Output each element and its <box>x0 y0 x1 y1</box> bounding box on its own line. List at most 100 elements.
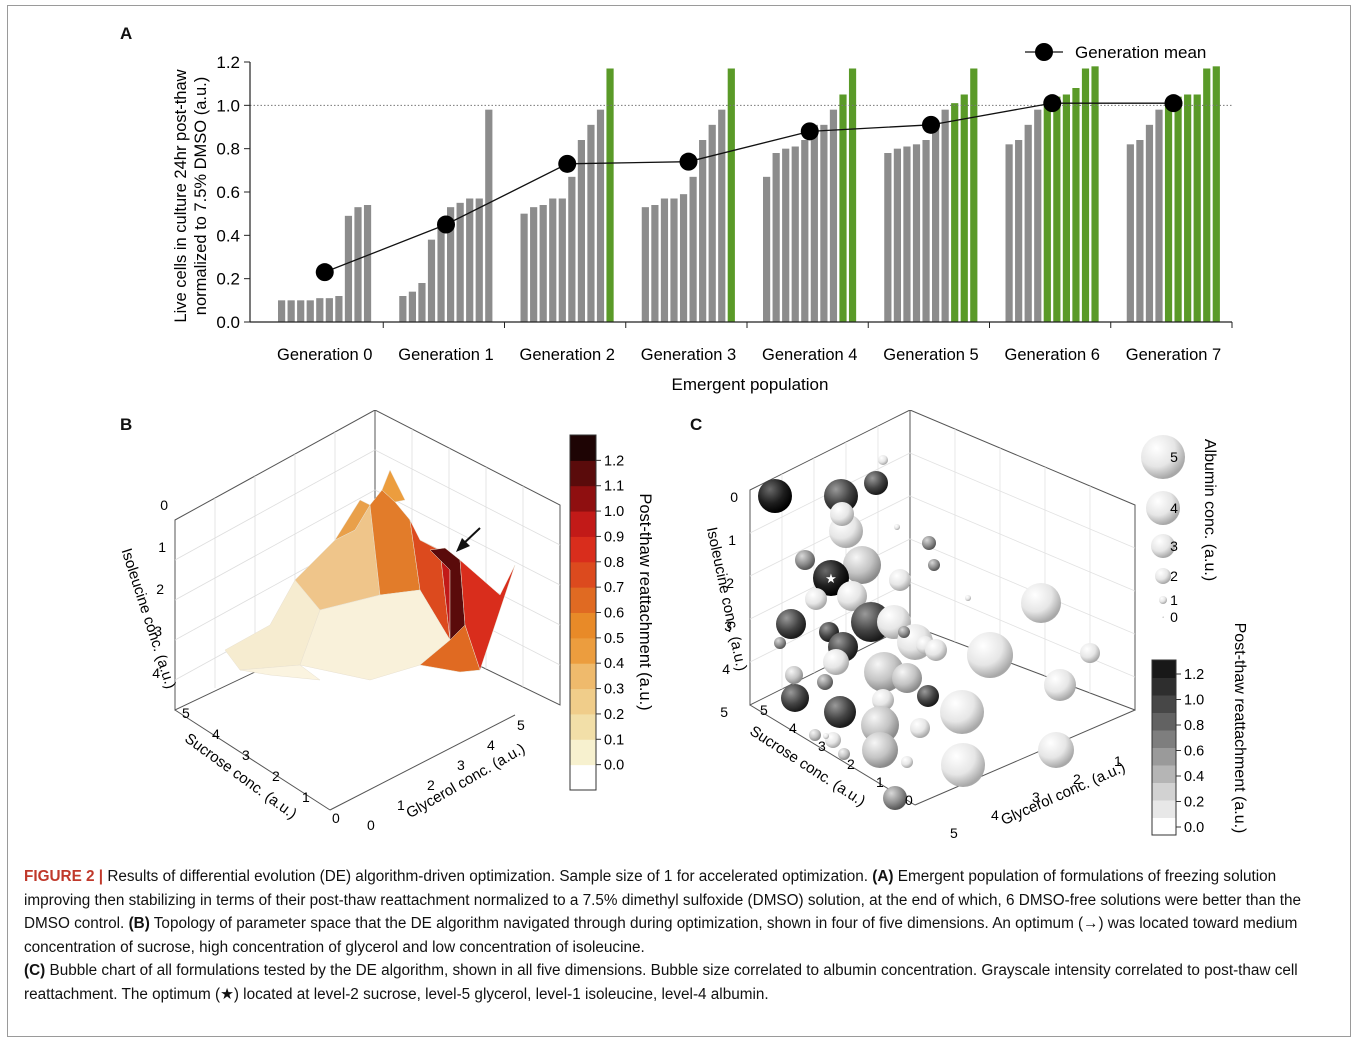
bar <box>951 103 959 323</box>
bar <box>1015 140 1023 322</box>
surface-3d-chart: 0 1 2 3 4 5 4 3 2 1 0 0 1 2 3 4 5 Isoleucine conc. (a.u.… <box>120 410 654 833</box>
colorbar-tick-label: 1.2 <box>1184 667 1204 683</box>
bar <box>810 124 818 322</box>
x-tick-label: Generation 0 <box>277 346 372 364</box>
bar <box>651 205 659 322</box>
x-tick-label: Generation 6 <box>1005 346 1100 364</box>
x-tick-label: 4 <box>991 807 999 823</box>
colorbar-label: Post-thaw reattachment (a.u.) <box>1231 623 1248 834</box>
figure-caption: FIGURE 2 | Results of differential evolu… <box>24 865 1340 1007</box>
colorbar: 0.0 0.2 0.4 0.6 0.8 1.0 1.2 <box>1151 659 1204 836</box>
z-axis-label: Isoleucine conc. (a.u.) <box>703 526 750 673</box>
bar <box>1091 66 1099 322</box>
bubble <box>774 637 786 649</box>
z-tick-label: 1 <box>728 532 736 548</box>
colorbar-tick-label: 1.0 <box>1184 693 1204 709</box>
bar <box>893 148 901 322</box>
colorbar-swatch <box>570 511 596 537</box>
generation-mean-marker <box>558 154 577 173</box>
bar <box>1193 94 1201 322</box>
colorbar-tick-label: 0.1 <box>604 732 624 748</box>
bar <box>820 124 828 322</box>
box-walls <box>749 410 1136 806</box>
x-tick-label: 1 <box>1114 753 1122 769</box>
y-tick-label: 3 <box>818 738 826 754</box>
generation-mean-marker <box>800 122 819 141</box>
y-tick-label: 5 <box>760 702 768 718</box>
bar <box>772 153 780 322</box>
colorbar-swatch <box>570 713 596 740</box>
bar <box>922 140 930 322</box>
x-tick-label: 1 <box>397 797 405 813</box>
bubble <box>861 706 899 744</box>
bubble <box>1080 643 1100 663</box>
colorbar-tick-label: 0.6 <box>1184 744 1204 760</box>
bubble <box>776 609 806 639</box>
bar <box>932 124 940 322</box>
bubble <box>817 674 833 690</box>
colorbar-swatch <box>570 485 596 512</box>
z-tick-label: 2 <box>156 581 164 597</box>
size-legend-label: Albumin conc. (a.u.) <box>1201 439 1218 581</box>
y-tick-label: 1.2 <box>216 53 240 72</box>
bar <box>941 109 949 323</box>
bar <box>577 140 585 322</box>
bar <box>447 207 455 322</box>
bar <box>1043 103 1051 323</box>
colorbar-tick-label: 0.3 <box>604 682 624 698</box>
generation-mean-marker <box>437 215 455 234</box>
legend: Generation mean <box>1025 43 1206 62</box>
generation-mean-marker <box>1164 94 1183 113</box>
bubble <box>1038 732 1074 768</box>
bubble <box>910 718 930 738</box>
z-tick-label: 4 <box>722 661 730 677</box>
y-tick-label: 1.0 <box>216 96 240 115</box>
bar <box>1174 96 1182 323</box>
bar <box>399 296 407 322</box>
bar <box>699 140 707 322</box>
size-legend-value: 1 <box>1170 592 1178 608</box>
bar <box>549 198 557 322</box>
bar <box>791 146 799 322</box>
bubble <box>872 689 894 711</box>
bubble <box>965 595 971 601</box>
caption-c-tag: (C) <box>24 962 46 980</box>
bubble <box>901 756 913 768</box>
bubble <box>922 536 936 550</box>
bar <box>1155 109 1163 323</box>
optimum-star: ★ <box>825 571 837 586</box>
bubble <box>805 588 827 610</box>
size-legend-bubble <box>1159 596 1167 604</box>
bubble <box>823 649 849 675</box>
bar <box>520 213 528 322</box>
panel-label-a: A <box>120 24 133 43</box>
z-tick-label: 5 <box>720 704 728 720</box>
bubble <box>917 685 939 707</box>
size-legend-bubble <box>1146 491 1180 525</box>
bar <box>912 144 921 322</box>
y-tick-label: 2 <box>847 756 855 772</box>
bar <box>456 202 464 322</box>
colorbar-swatch <box>570 612 596 639</box>
size-legend-value: 5 <box>1170 449 1178 465</box>
size-legend-bubble <box>1155 568 1171 584</box>
colorbar-tick-label: 1.0 <box>604 504 624 520</box>
y-tick-label: 5 <box>182 705 190 721</box>
x-tick-label: 4 <box>487 737 495 753</box>
bar <box>466 198 474 322</box>
bar-chart-generations: 0.0 0.2 0.4 0.6 0.8 1.0 1.2 Generation 0 Genera… <box>172 43 1233 394</box>
bar <box>848 68 857 322</box>
bar <box>1164 103 1173 323</box>
bar <box>335 296 343 322</box>
bubble <box>837 581 867 611</box>
y-tick-label: 0 <box>332 810 340 826</box>
bar <box>1005 144 1013 322</box>
z-tick-label: 2 <box>726 575 734 591</box>
x-tick-label: Generation 3 <box>641 346 736 364</box>
legend-marker <box>1035 43 1053 61</box>
caption-c-text: Bubble chart of all formulations tested … <box>24 962 1298 1003</box>
bubble <box>795 550 815 570</box>
colorbar-tick-label: 0.0 <box>1184 820 1204 836</box>
bubble <box>824 479 858 513</box>
bubble <box>785 666 803 684</box>
